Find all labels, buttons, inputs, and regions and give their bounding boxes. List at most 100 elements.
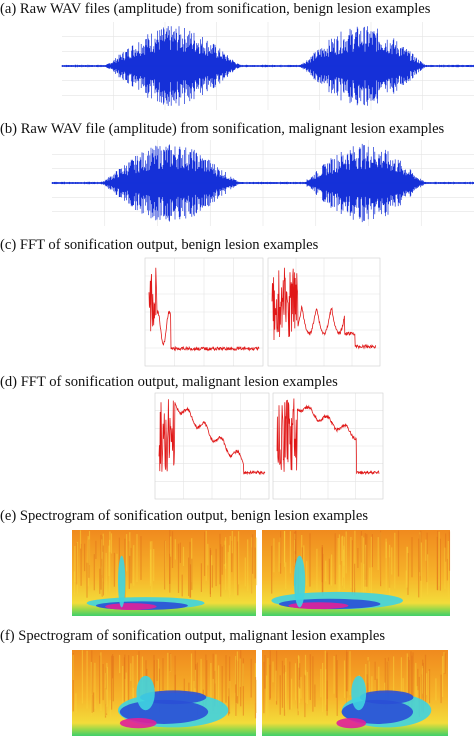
streak [132,687,134,706]
streak [200,563,202,592]
streak [278,542,280,572]
streak [391,547,393,575]
streak [291,678,293,709]
streak [407,553,409,595]
streak [86,562,88,598]
streak [387,657,390,701]
streak [136,534,138,582]
streak [428,669,431,704]
streak [234,536,236,596]
streak [231,531,233,554]
streak [128,541,130,589]
streak [346,691,348,711]
streak [385,541,387,592]
fft-frame [144,257,264,367]
streak [408,659,410,695]
panel-caption: FFT of sonification output, malignant le… [21,374,338,390]
spectrogram-blob [119,717,157,729]
streak [158,668,160,713]
streak [411,655,413,710]
fft-image [154,392,270,500]
streak [289,531,291,574]
streak [285,658,287,713]
streak [72,654,74,680]
streak [94,662,96,709]
streak [227,552,229,591]
streak [354,530,356,589]
streak [229,536,231,596]
streak [105,552,107,595]
spectrogram-image [262,530,451,616]
waveform-image [61,22,474,110]
spectrogram-blob [288,602,349,610]
panel-label: (b) [0,121,17,137]
streak [112,654,114,679]
spectrogram-image [72,530,258,616]
streak [363,563,365,593]
streak [400,657,402,714]
streak [272,661,274,683]
streak [336,660,338,716]
streak [322,662,324,713]
streak [331,554,333,586]
streak [218,665,220,706]
streak [95,540,97,559]
streak [100,652,102,711]
streak [207,543,209,566]
streak [285,562,287,590]
streak [239,658,241,687]
streak [312,656,314,712]
streak [335,654,337,698]
streak [294,663,297,701]
streak [417,668,419,691]
streak [264,655,266,689]
streak [366,533,368,587]
streak [368,661,370,711]
fft-frame [272,392,384,500]
svg-text:(a) Raw WAV files (amplitude): (a) Raw WAV files (amplitude) from sonif… [0,1,431,17]
streak [126,534,128,572]
streak [132,656,134,698]
streak [76,542,79,594]
streak [273,538,275,573]
streak [112,656,114,702]
streak [254,677,257,719]
spectrogram-blob [293,555,306,608]
svg-text:(d) FFT of sonification output: (d) FFT of sonification output, malignan… [0,374,338,390]
streak [136,654,138,711]
caption-f: (f) Spectrogram of sonification output, … [0,628,385,644]
fft-line [148,267,260,352]
spectrogram-image [262,650,448,736]
streak [153,660,155,688]
streak [219,533,221,585]
streak [177,543,180,593]
streak [345,531,347,574]
streak [210,663,212,713]
streak [371,534,373,568]
streak [389,544,391,597]
streak [80,543,82,586]
streak [343,660,346,698]
streak [73,571,76,595]
streak [113,552,115,587]
streak [74,546,76,582]
streak [151,541,153,594]
streak [410,651,412,702]
streak [393,656,395,699]
streak [386,661,388,707]
fft-frame [154,392,270,500]
streak [250,658,252,698]
streak [269,664,271,700]
streak [316,548,318,591]
caption-c: (c) FFT of sonification output, benign l… [0,237,319,253]
caption-b: (b) Raw WAV file (amplitude) from sonifi… [0,121,445,137]
streak [416,686,418,706]
streak [412,652,414,702]
streak [424,654,427,705]
streak [169,653,171,671]
streak [443,652,445,673]
streak [109,700,111,718]
streak [93,554,95,591]
streak [109,531,111,553]
streak [436,536,438,590]
